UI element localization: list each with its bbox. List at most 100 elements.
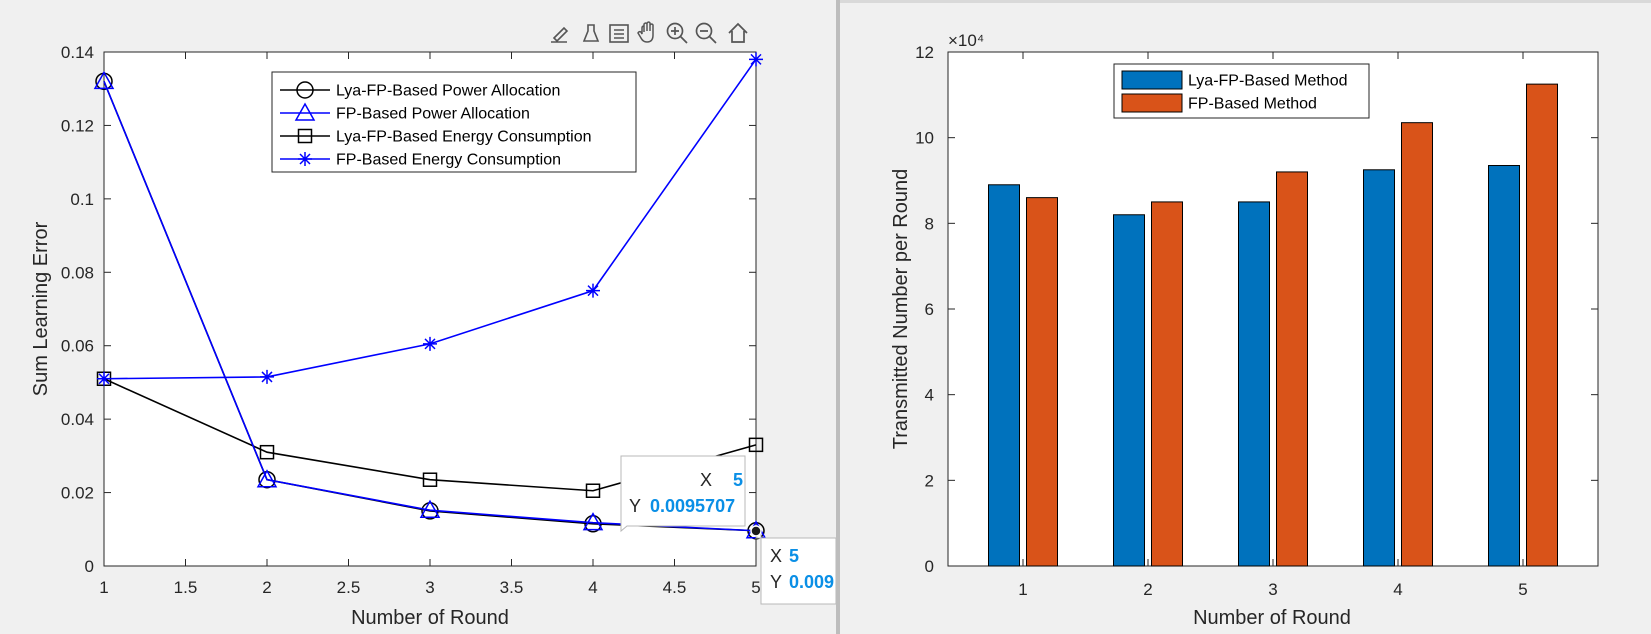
legend-marker bbox=[298, 152, 312, 166]
bar[interactable] bbox=[1113, 214, 1145, 567]
x-tick-label: 3 bbox=[425, 578, 434, 597]
brush-edit-icon[interactable] bbox=[551, 26, 569, 43]
bar[interactable] bbox=[1401, 122, 1433, 567]
x-tick-label: 4.5 bbox=[663, 578, 687, 597]
zoom-out-icon[interactable] bbox=[695, 22, 717, 44]
y-axis-label: Sum Learning Error bbox=[30, 221, 52, 396]
x-tick-label: 3 bbox=[1268, 580, 1277, 599]
datatip-x-key: X bbox=[770, 546, 782, 566]
pan-hand-icon[interactable] bbox=[637, 21, 654, 43]
data-point bbox=[93, 70, 115, 90]
legend-label: Lya-FP-Based Method bbox=[1188, 73, 1347, 90]
y-tick-label: 6 bbox=[925, 300, 934, 319]
legend-entry[interactable]: FP-Based Method bbox=[1121, 93, 1317, 113]
line-chart: 0 0.02 0.04 0.06 0.08 0.1 0.12 0.14 1 1.5 2 2.5 3 3.… bbox=[30, 21, 836, 629]
data-point bbox=[422, 472, 438, 487]
datatip-y-value: 0.0095707 bbox=[650, 496, 735, 516]
datatip-y-key: Y bbox=[629, 496, 641, 516]
data-point bbox=[749, 52, 763, 67]
bar[interactable] bbox=[1238, 201, 1270, 567]
bar[interactable] bbox=[988, 184, 1020, 567]
y-tick-label: 0.12 bbox=[61, 116, 94, 135]
bar[interactable] bbox=[1488, 165, 1520, 567]
datatip-y-value: 0.009 bbox=[789, 572, 834, 592]
x-tick-label: 4 bbox=[588, 578, 597, 597]
y-axis-label: Transmitted Number per Round bbox=[890, 169, 912, 450]
y-tick-label: 0.06 bbox=[61, 337, 94, 356]
y-tick-label: 0.04 bbox=[61, 410, 94, 429]
datatip-2[interactable]: X 5 Y 0.009 bbox=[754, 530, 836, 605]
legend-marker bbox=[294, 102, 316, 121]
x-tick-label: 5 bbox=[1518, 580, 1527, 599]
series-3[interactable] bbox=[97, 52, 763, 386]
legend-entry[interactable]: FP-Based Energy Consumption bbox=[280, 152, 561, 169]
x-tick-label: 1.5 bbox=[174, 578, 198, 597]
legend-icon[interactable] bbox=[609, 24, 629, 43]
legend-entry[interactable]: Lya-FP-Based Energy Consumption bbox=[280, 129, 592, 146]
data-point bbox=[423, 336, 437, 351]
datatip-1[interactable]: X 5 Y 0.0095707 bbox=[620, 455, 746, 533]
x-tick-label: 1 bbox=[99, 578, 108, 597]
data-point bbox=[256, 469, 278, 488]
data-tips-icon[interactable] bbox=[582, 24, 600, 42]
legend-label: FP-Based Energy Consumption bbox=[336, 152, 561, 169]
x-tick-label: 1 bbox=[1018, 580, 1027, 599]
y-tick-label: 0.14 bbox=[61, 43, 94, 62]
legend[interactable]: Lya-FP-Based Power Allocation FP-Based Po… bbox=[271, 71, 637, 173]
window-divider bbox=[836, 0, 840, 634]
x-tick-label: 5 bbox=[751, 578, 760, 597]
legend-label: FP-Based Method bbox=[1188, 96, 1317, 113]
y-axis: 0 0.02 0.04 0.06 0.08 0.1 0.12 0.14 bbox=[61, 43, 756, 576]
data-point bbox=[260, 369, 274, 384]
y-tick-label: 4 bbox=[925, 386, 934, 405]
x-tick-label: 2.5 bbox=[337, 578, 361, 597]
legend-entry[interactable]: Lya-FP-Based Power Allocation bbox=[280, 81, 560, 100]
legend-label: Lya-FP-Based Power Allocation bbox=[336, 83, 560, 100]
legend[interactable]: Lya-FP-Based Method FP-Based Method bbox=[1113, 63, 1370, 119]
legend-label: FP-Based Power Allocation bbox=[336, 106, 530, 123]
x-tick-label: 2 bbox=[262, 578, 271, 597]
datatip-marker bbox=[750, 525, 762, 537]
bar[interactable] bbox=[1363, 169, 1395, 567]
y-axis: 0 2 4 6 8 10 12 bbox=[915, 43, 1598, 576]
data-point bbox=[97, 371, 111, 386]
bar[interactable] bbox=[1276, 171, 1308, 567]
legend-label: Lya-FP-Based Energy Consumption bbox=[336, 129, 592, 146]
data-point bbox=[419, 499, 441, 518]
bar[interactable] bbox=[1151, 201, 1183, 567]
legend-marker bbox=[297, 128, 313, 144]
datatip-x-key: X bbox=[700, 470, 712, 490]
datatip-x-value: 5 bbox=[789, 546, 799, 566]
bar[interactable] bbox=[1026, 197, 1058, 567]
x-tick-label: 3.5 bbox=[500, 578, 524, 597]
legend-entry[interactable]: Lya-FP-Based Method bbox=[1121, 70, 1347, 90]
axes-toolbar bbox=[551, 21, 748, 44]
datatip-x-value: 5 bbox=[733, 470, 743, 490]
y-tick-label: 2 bbox=[925, 471, 934, 490]
bar-group bbox=[988, 83, 1558, 567]
legend-entry[interactable]: FP-Based Power Allocation bbox=[280, 102, 530, 123]
x-axis-label: Number of Round bbox=[351, 607, 509, 629]
figure-window-left: 0 0.02 0.04 0.06 0.08 0.1 0.12 0.14 1 1.5 2 2.5 3 3.… bbox=[30, 21, 836, 629]
x-tick-label: 4 bbox=[1393, 580, 1402, 599]
data-point bbox=[585, 483, 601, 498]
y-tick-label: 0 bbox=[85, 557, 94, 576]
data-point bbox=[582, 512, 604, 531]
datatip-y-key: Y bbox=[770, 572, 782, 592]
data-point bbox=[259, 444, 275, 460]
home-restore-icon[interactable] bbox=[728, 22, 748, 43]
y-tick-label: 12 bbox=[915, 43, 934, 62]
bar[interactable] bbox=[1526, 83, 1558, 567]
x-axis: 1 1.5 2 2.5 3 3.5 4 4.5 5 bbox=[99, 52, 761, 597]
y-tick-label: 0.1 bbox=[70, 190, 94, 209]
zoom-in-icon[interactable] bbox=[666, 22, 688, 44]
y-tick-label: 0 bbox=[925, 557, 934, 576]
x-axis-label: Number of Round bbox=[1193, 607, 1351, 629]
y-scale-exponent: ×10⁴ bbox=[948, 31, 984, 50]
window-top-edge bbox=[840, 0, 1651, 3]
data-point bbox=[586, 283, 600, 298]
legend-box bbox=[271, 71, 637, 173]
data-point bbox=[748, 437, 764, 453]
